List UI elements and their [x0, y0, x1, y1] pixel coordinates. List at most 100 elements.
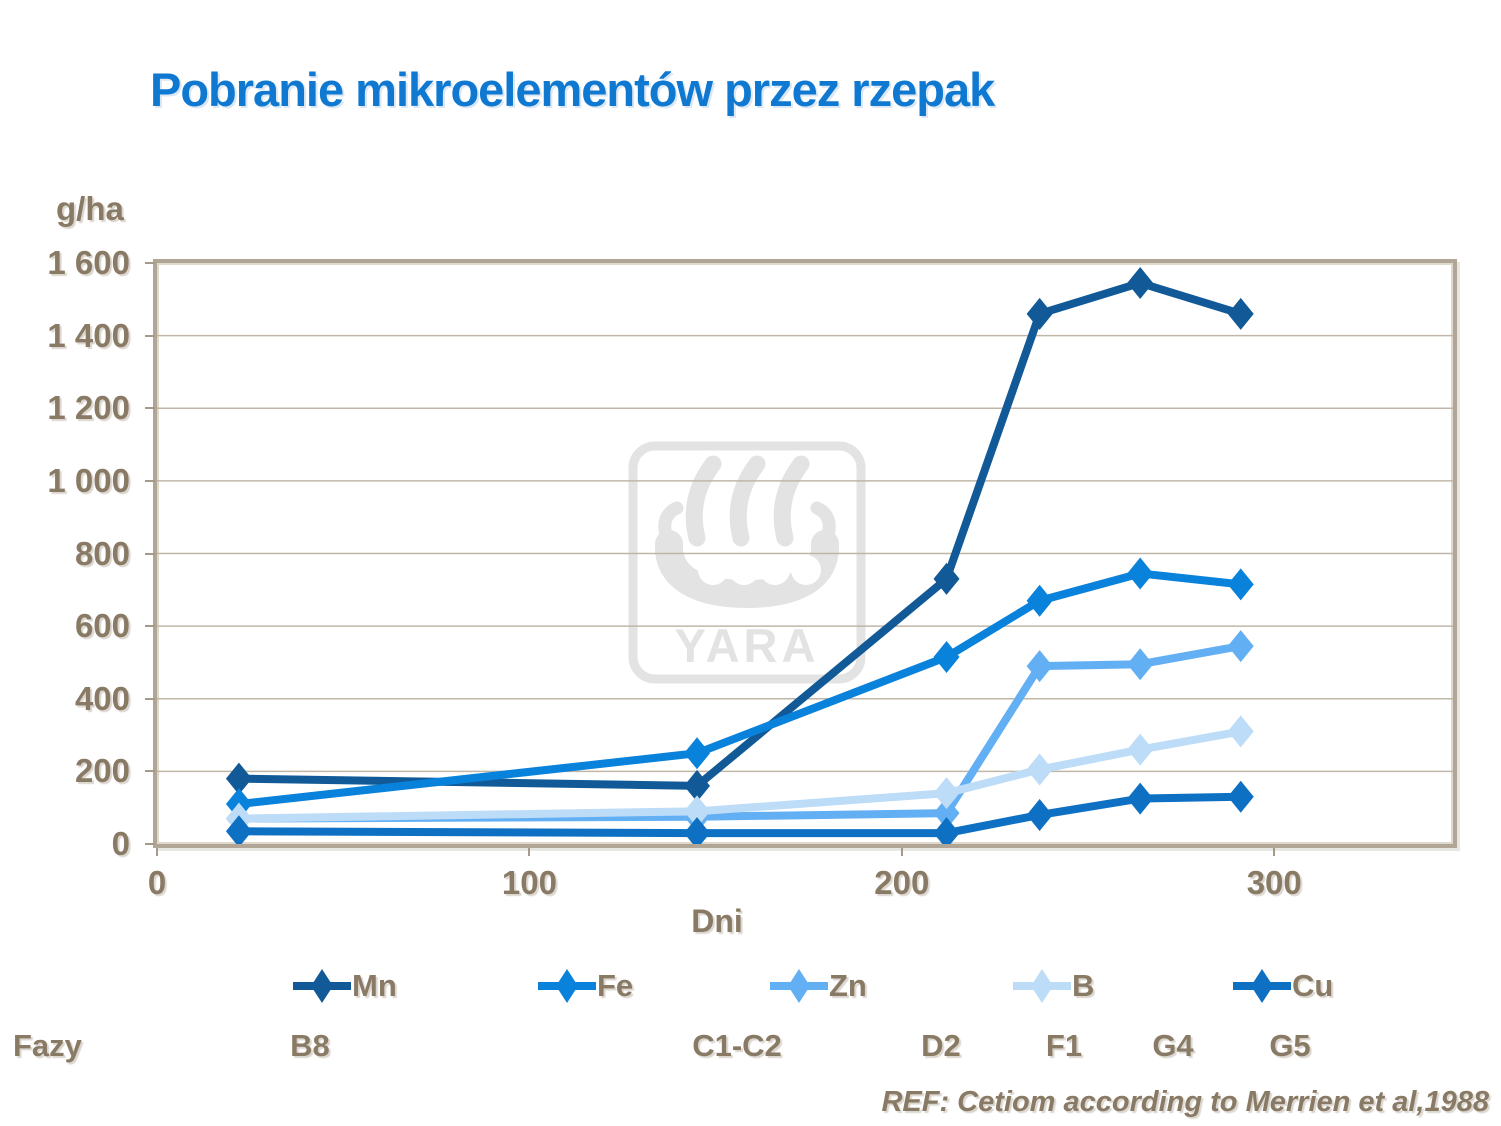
- legend-item-Mn: Mn: [293, 964, 397, 1008]
- y-axis-tick-label: 800: [74, 534, 130, 572]
- watermark-sail-stroke: [773, 455, 810, 547]
- data-point-Cu: [1227, 780, 1254, 813]
- watermark-shield: [791, 555, 821, 585]
- legend-label-Zn: Zn: [829, 968, 867, 1003]
- data-point-B: [933, 777, 960, 810]
- watermark-ship-prow-curl: [810, 501, 836, 551]
- data-point-Mn: [933, 562, 960, 595]
- watermark-frame: [628, 441, 866, 684]
- phase-label-C1-C2: C1-C2: [692, 1028, 782, 1063]
- watermark-shield: [729, 555, 759, 585]
- legend-item-Fe: Fe: [538, 964, 633, 1008]
- y-axis-tick-label: 1 600: [47, 244, 130, 281]
- y-axis-tick-label: 1 000: [47, 461, 130, 499]
- y-axis-tick-label: 1 400: [47, 316, 130, 354]
- series-Cu: [225, 780, 1254, 844]
- data-point-B: [1127, 733, 1154, 766]
- y-axis-tick-mark: [145, 770, 155, 773]
- x-axis-tick-label: 200: [874, 864, 930, 901]
- y-axis-tick-mark: [145, 697, 155, 700]
- x-axis-title: Dni: [691, 903, 743, 939]
- legend-marker-Zn: [770, 969, 828, 1003]
- phase-label-F1: F1: [1045, 1028, 1083, 1063]
- data-point-Fe: [1227, 568, 1254, 601]
- y-axis-tick-mark: [145, 407, 155, 410]
- legend-marker-Cu: [1233, 969, 1291, 1003]
- legend-item-B: B: [1013, 964, 1094, 1008]
- phase-label-G5: G5: [1269, 1028, 1311, 1063]
- data-point-Zn: [1127, 648, 1154, 681]
- x-axis-tick-label: 0: [147, 864, 167, 901]
- watermark-shield: [760, 555, 790, 585]
- x-axis-tick-mark: [900, 848, 903, 856]
- x-axis-tick-mark: [1273, 848, 1276, 856]
- y-axis-tick-label: 0: [111, 825, 130, 862]
- data-point-Mn: [1127, 266, 1154, 299]
- legend-label-B: B: [1072, 968, 1095, 1003]
- legend-label-Mn: Mn: [352, 968, 397, 1003]
- y-axis-tick-label: 200: [74, 752, 130, 790]
- series-line-Mn: [238, 278, 1242, 790]
- chart-canvas: [157, 266, 1453, 844]
- phase-label-G4: G4: [1152, 1028, 1194, 1063]
- data-point-Zn: [933, 797, 960, 830]
- chart-title: Pobranie mikroelementów przez rzepak: [150, 63, 995, 116]
- x-axis-tick-mark: [156, 848, 158, 856]
- y-axis-tick-mark: [145, 334, 155, 337]
- phase-label-D2: D2: [921, 1028, 961, 1063]
- data-point-Mn: [1227, 297, 1254, 330]
- data-point-Fe: [1026, 584, 1053, 617]
- data-point-B: [684, 795, 710, 828]
- data-point-B: [1227, 715, 1254, 748]
- watermark-text: YARA: [675, 619, 820, 672]
- legend-marker-Fe: [538, 969, 596, 1003]
- data-point-Zn: [1227, 630, 1254, 663]
- data-point-Fe: [684, 737, 710, 770]
- x-axis-tick-label: 100: [501, 864, 557, 901]
- yara-watermark-logo: YARA: [628, 441, 866, 684]
- data-point-B: [1026, 753, 1053, 786]
- data-point-Cu: [933, 817, 960, 844]
- series-line-B: [238, 727, 1242, 823]
- y-axis-tick-mark: [145, 552, 155, 555]
- legend-diamond: [1031, 969, 1053, 1003]
- y-axis-tick-label: 600: [74, 607, 130, 645]
- legend-diamond: [1251, 969, 1273, 1003]
- legend-item-Zn: Zn: [770, 964, 867, 1008]
- legend-label-Fe: Fe: [597, 968, 634, 1003]
- data-point-Mn: [225, 762, 252, 795]
- watermark-sail-stroke: [685, 455, 722, 547]
- legend-diamond: [311, 969, 333, 1003]
- reference-text: REF: Cetiom according to Merrien et al,1…: [881, 1086, 1489, 1118]
- series-Mn: [225, 266, 1254, 802]
- data-point-Mn: [684, 769, 710, 802]
- data-point-Cu: [1127, 782, 1154, 815]
- legend-marker-Mn: [293, 969, 351, 1003]
- y-axis-unit-label: g/ha: [56, 190, 124, 227]
- watermark-shield: [698, 555, 728, 585]
- legend-diamond: [788, 969, 810, 1003]
- watermark-ship-stern-curl: [658, 501, 684, 551]
- legend-item-Cu: Cu: [1233, 964, 1333, 1008]
- legend-diamond: [556, 969, 578, 1003]
- data-point-Zn: [1026, 650, 1053, 683]
- legend-label-Cu: Cu: [1292, 968, 1334, 1003]
- series-line-Fe: [238, 569, 1242, 809]
- y-axis-tick-mark: [145, 843, 155, 845]
- watermark-sail-stroke: [729, 455, 766, 547]
- y-axis-tick-label: 1 200: [47, 389, 130, 427]
- phase-row-label: Fazy: [13, 1028, 82, 1063]
- y-axis-tick-mark: [145, 625, 155, 628]
- data-point-Fe: [1127, 557, 1154, 590]
- series-line-Zn: [238, 642, 1242, 823]
- x-axis-tick-mark: [528, 848, 531, 856]
- phase-label-B8: B8: [290, 1028, 330, 1063]
- series-line-Cu: [238, 792, 1241, 838]
- data-point-Cu: [225, 815, 252, 844]
- y-axis-tick-mark: [145, 479, 155, 482]
- data-point-Cu: [684, 817, 710, 844]
- y-axis-tick-mark: [145, 262, 155, 264]
- data-point-Mn: [1026, 297, 1053, 330]
- x-axis-tick-label: 300: [1246, 864, 1302, 901]
